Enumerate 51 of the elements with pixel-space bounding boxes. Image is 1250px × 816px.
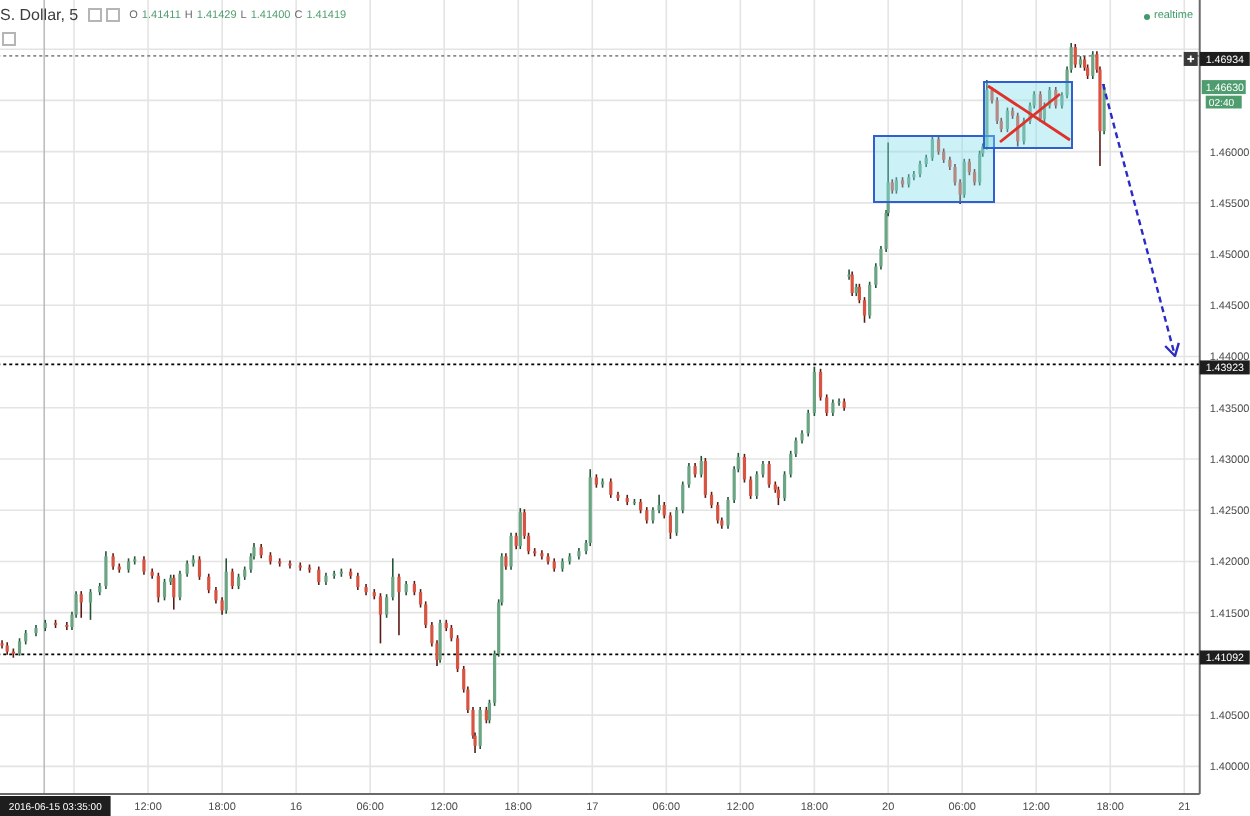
candlestick: [703, 457, 707, 499]
candlestick: [378, 592, 383, 645]
candlestick: [699, 455, 703, 479]
candlestick: [1073, 43, 1078, 69]
candlestick: [767, 460, 771, 489]
candlestick: [162, 578, 167, 602]
candlestick: [207, 572, 211, 594]
candlestick: [79, 590, 83, 619]
candlestick: [742, 453, 747, 484]
candlestick: [812, 365, 816, 417]
candlestick: [455, 634, 460, 673]
candlestick: [509, 531, 513, 571]
candlestick: [1006, 106, 1010, 133]
candlestick: [668, 511, 673, 540]
candlestick: [847, 268, 851, 281]
candlestick: [385, 593, 389, 619]
candlestick: [931, 134, 935, 162]
candlestick: [391, 557, 395, 602]
candlestick: [749, 475, 753, 500]
candlestick: [674, 506, 679, 537]
candlestick: [716, 501, 720, 525]
candlestick: [868, 280, 872, 320]
candlestick: [104, 550, 108, 590]
candlestick: [850, 270, 855, 297]
candlestick: [782, 470, 787, 502]
candlestick: [397, 572, 401, 636]
candlestick: [156, 571, 160, 604]
candlestick: [178, 569, 182, 602]
candlestick: [230, 567, 234, 590]
candlestick: [825, 393, 829, 417]
candlestick: [962, 158, 967, 199]
chart-title: S. Dollar, 5: [0, 6, 79, 24]
candlestick: [117, 562, 121, 574]
candlestick: [1091, 50, 1095, 80]
candlestick: [1102, 83, 1106, 136]
candlestick: [88, 588, 93, 621]
candlestick: [518, 507, 522, 550]
candlestick: [609, 477, 613, 499]
candlestick: [197, 555, 202, 581]
candlestick: [978, 149, 982, 187]
candlestick: [142, 555, 146, 576]
candlestick: [995, 96, 999, 125]
candlestick: [172, 573, 176, 611]
candlestick: [317, 565, 321, 586]
candlestick: [937, 135, 941, 156]
candlestick: [657, 494, 661, 515]
candlestick: [755, 470, 759, 500]
candlestick: [478, 706, 482, 750]
candlestick: [806, 409, 810, 438]
candlestick: [818, 368, 823, 402]
candlestick: [224, 557, 228, 615]
